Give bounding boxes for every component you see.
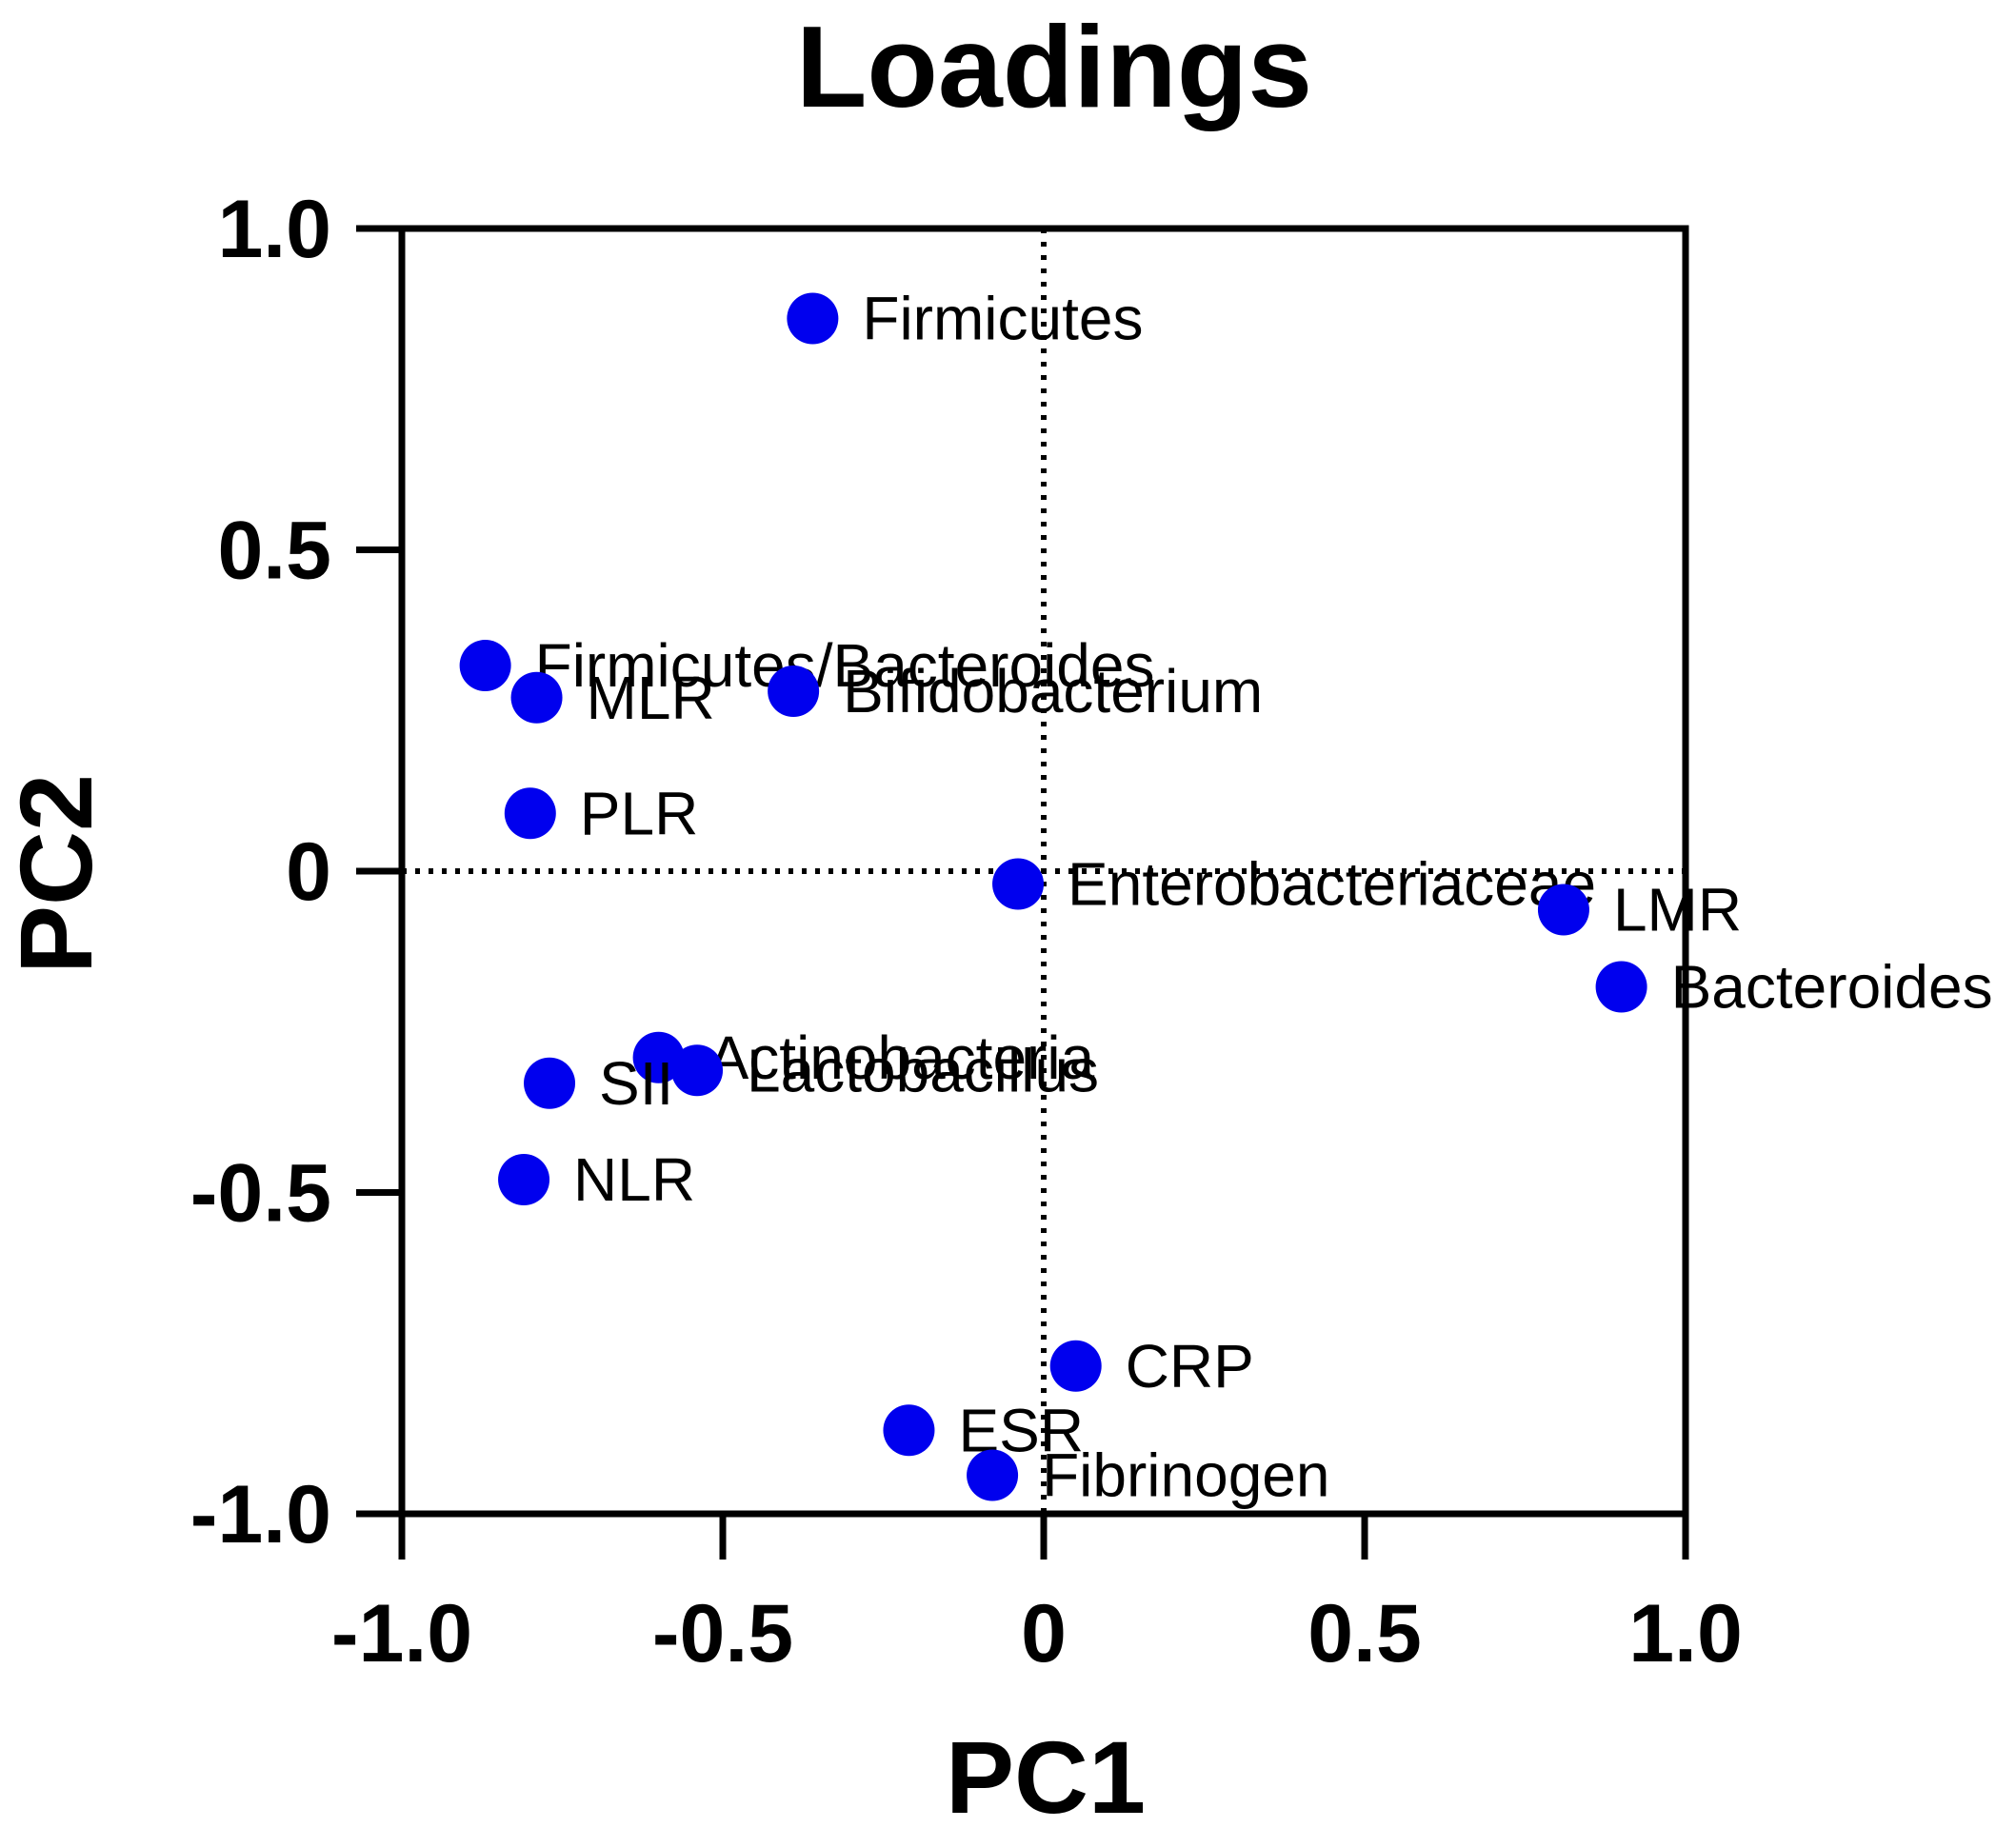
data-point xyxy=(504,787,556,840)
x-tick-label: 0.5 xyxy=(1307,1588,1422,1679)
data-point-label: Bifidobacterium xyxy=(843,657,1263,725)
data-point-label: Firmicutes xyxy=(862,285,1143,353)
y-tick-label: 0 xyxy=(286,826,331,918)
data-point xyxy=(459,640,511,691)
y-tick-label: -0.5 xyxy=(190,1148,331,1240)
data-point xyxy=(524,1057,576,1109)
x-axis-label: PC1 xyxy=(946,1719,1146,1828)
data-point xyxy=(671,1044,724,1097)
data-point xyxy=(787,292,839,345)
y-axis-label: PC2 xyxy=(0,774,113,974)
data-point xyxy=(967,1449,1019,1501)
data-point-label: MLR xyxy=(587,664,715,732)
data-point-label: Actinobacteria xyxy=(709,1023,1095,1092)
data-point xyxy=(883,1404,935,1457)
data-point xyxy=(1537,884,1589,936)
y-tick-label: 0.5 xyxy=(217,506,331,597)
y-tick-label: 1.0 xyxy=(217,184,331,275)
data-point-label: NLR xyxy=(573,1145,695,1214)
x-tick-label: -0.5 xyxy=(652,1588,793,1679)
x-tick-label: 1.0 xyxy=(1628,1588,1743,1679)
plot-area: -1.0 -0.5 0 0.5 1.0 -1.0 -0.5 0 0.5 1.0 Firmicutes… xyxy=(190,184,1993,1679)
data-point-label: Enterobacteriaceae xyxy=(1068,850,1596,919)
data-point xyxy=(510,671,563,724)
data-point-label: CRP xyxy=(1126,1332,1254,1401)
y-tick-label: -1.0 xyxy=(190,1469,331,1560)
data-point-label: LMR xyxy=(1613,876,1742,944)
data-point xyxy=(1595,961,1647,1013)
x-tick-label: -1.0 xyxy=(331,1588,472,1679)
data-point-label: Firmicutes/Bacteroides xyxy=(535,631,1155,700)
data-point-label: Bacteroides xyxy=(1671,953,1993,1022)
data-point xyxy=(498,1154,550,1205)
x-tick-label: 0 xyxy=(1021,1588,1067,1679)
data-point-label: SII xyxy=(599,1049,673,1118)
data-point xyxy=(1049,1340,1102,1392)
data-point-label: Lactobacillus xyxy=(747,1036,1099,1104)
data-point-label: Fibrinogen xyxy=(1042,1441,1329,1510)
chart-title: Loadings xyxy=(796,2,1312,131)
data-point xyxy=(768,666,820,717)
data-point-label: PLR xyxy=(580,779,699,847)
data-point xyxy=(992,858,1045,910)
